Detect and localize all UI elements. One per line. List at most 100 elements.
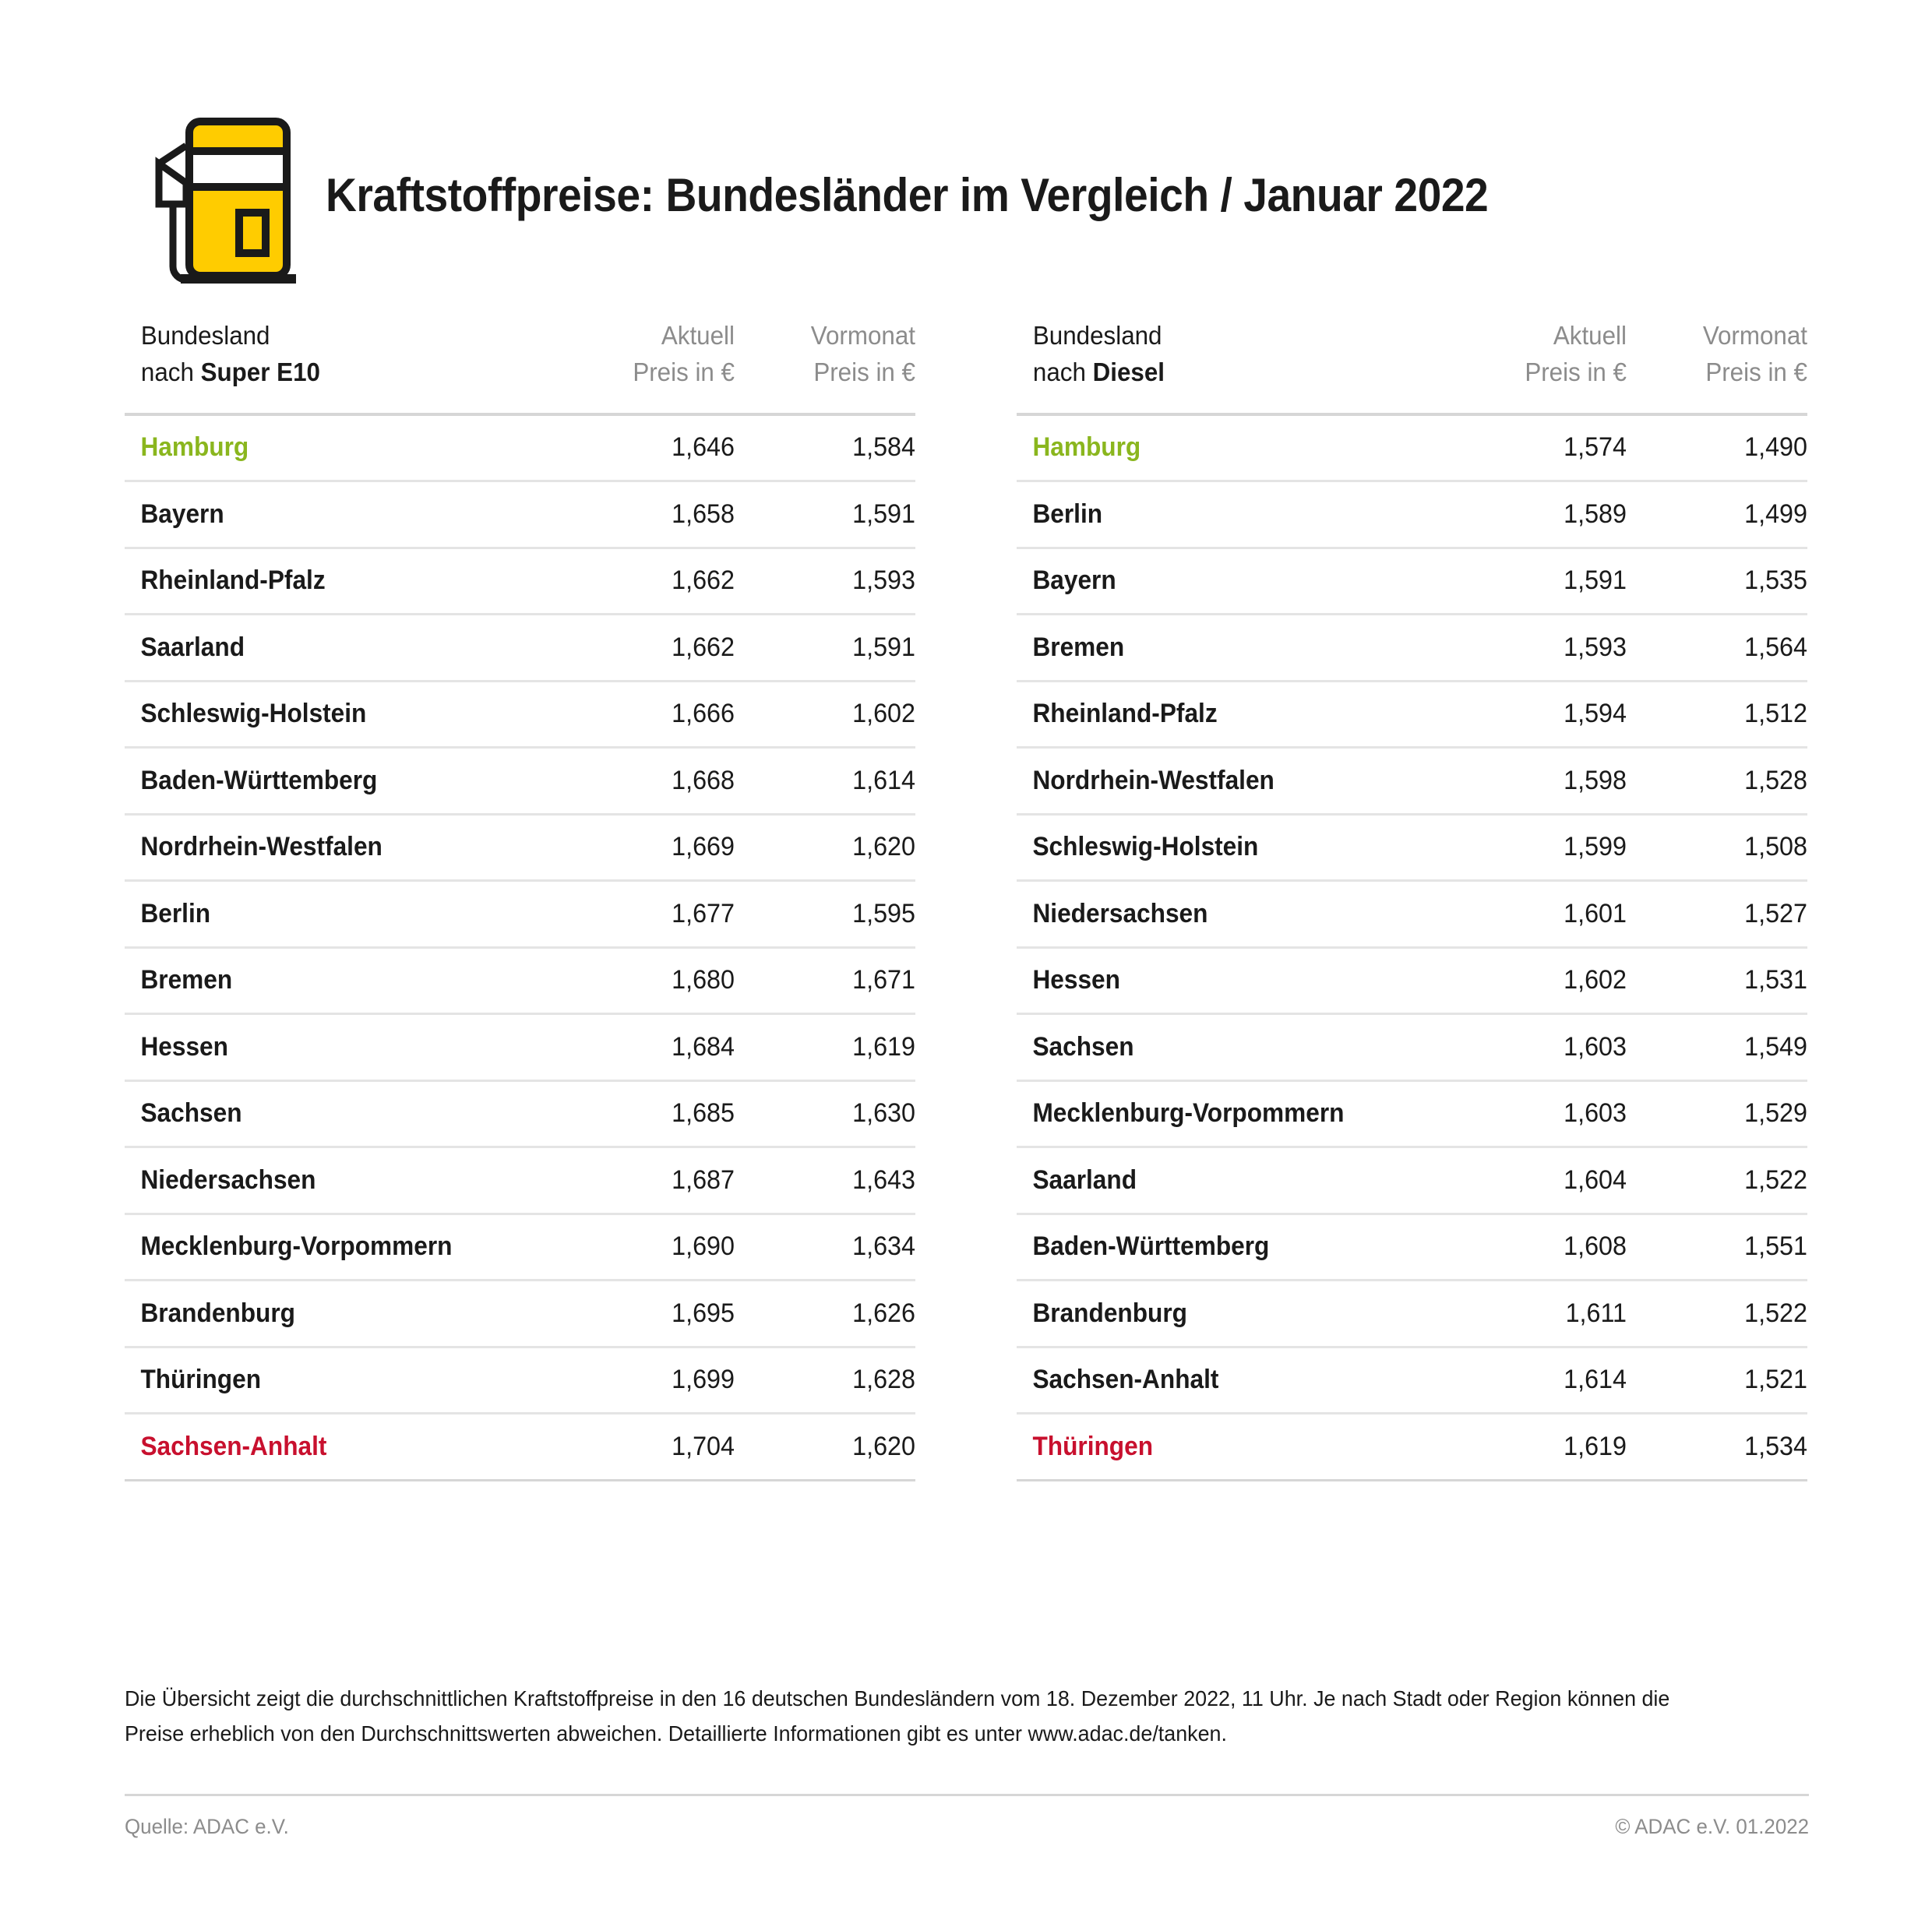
table-row: Bayern 1,591 1,535 <box>1017 549 1807 616</box>
cell-vormonat: 1,626 <box>852 1298 915 1328</box>
column-header-vormonat-line1: Vormonat <box>810 321 915 350</box>
cell-aktuell: 1,601 <box>1564 898 1627 928</box>
table-row: Hamburg 1,574 1,490 <box>1017 416 1807 483</box>
cell-vormonat: 1,528 <box>1744 765 1807 795</box>
table-row: Nordrhein-Westfalen 1,598 1,528 <box>1017 749 1807 816</box>
cell-vormonat: 1,521 <box>1744 1365 1807 1395</box>
cell-aktuell: 1,687 <box>672 1164 735 1195</box>
table-body-diesel: Hamburg 1,574 1,490 Berlin 1,589 1,499 Bayer… <box>1017 416 1807 1481</box>
cell-vormonat: 1,634 <box>852 1231 915 1262</box>
cell-aktuell: 1,574 <box>1564 432 1627 463</box>
column-header-vormonat: Vormonat Preis in € <box>1636 318 1807 391</box>
cell-bundesland: Niedersachsen <box>1032 898 1208 928</box>
cell-vormonat: 1,620 <box>852 832 915 862</box>
cell-bundesland: Baden-Württemberg <box>140 765 378 795</box>
cell-aktuell: 1,603 <box>1564 1031 1627 1062</box>
table-row: Bayern 1,658 1,591 <box>125 482 915 549</box>
cell-aktuell: 1,677 <box>672 898 735 928</box>
footer-divider <box>125 1794 1809 1796</box>
cell-aktuell: 1,685 <box>672 1098 735 1129</box>
table-row: Niedersachsen 1,687 1,643 <box>125 1148 915 1215</box>
column-header-line2: nach Diesel <box>1033 354 1426 391</box>
cell-vormonat: 1,593 <box>852 565 915 596</box>
cell-vormonat: 1,522 <box>1744 1298 1807 1328</box>
table-row: Berlin 1,589 1,499 <box>1017 482 1807 549</box>
cell-vormonat: 1,619 <box>852 1031 915 1062</box>
column-header-line1: Bundesland <box>1032 321 1162 350</box>
cell-vormonat: 1,490 <box>1744 432 1807 463</box>
cell-aktuell: 1,699 <box>672 1365 735 1395</box>
column-header-line1: Bundesland <box>140 321 270 350</box>
table-header-diesel: Bundesland nach Diesel Aktuell Preis in … <box>1017 318 1807 416</box>
cell-bundesland: Bremen <box>140 965 233 995</box>
cell-vormonat: 1,508 <box>1744 832 1807 862</box>
table-super-e10: Bundesland nach Super E10 Aktuell Preis … <box>125 318 915 1481</box>
cell-bundesland: Hessen <box>140 1031 228 1062</box>
column-header-aktuell-line1: Aktuell <box>1553 321 1627 350</box>
sort-fuel-type: Diesel <box>1092 357 1165 386</box>
cell-bundesland: Baden-Württemberg <box>1032 1231 1270 1262</box>
table-row: Bremen 1,593 1,564 <box>1017 615 1807 682</box>
cell-bundesland: Sachsen-Anhalt <box>1032 1365 1219 1395</box>
cell-aktuell: 1,684 <box>672 1031 735 1062</box>
column-header-aktuell-line2: Preis in € <box>1525 357 1627 386</box>
cell-aktuell: 1,669 <box>672 832 735 862</box>
cell-bundesland: Sachsen <box>140 1098 242 1129</box>
table-row: Sachsen 1,603 1,549 <box>1017 1015 1807 1082</box>
fuel-pump-icon <box>125 101 304 288</box>
column-header-vormonat-line2: Preis in € <box>813 357 915 386</box>
cell-bundesland: Brandenburg <box>140 1298 295 1328</box>
table-row: Rheinland-Pfalz 1,594 1,512 <box>1017 682 1807 749</box>
cell-aktuell: 1,666 <box>672 699 735 729</box>
cell-bundesland: Rheinland-Pfalz <box>1032 699 1218 729</box>
column-header-aktuell: Aktuell Preis in € <box>1457 318 1627 391</box>
note-line-1: Die Übersicht zeigt die durchschnittlich… <box>125 1686 1670 1710</box>
cell-aktuell: 1,603 <box>1564 1098 1627 1129</box>
cell-bundesland: Sachsen-Anhalt <box>140 1431 327 1461</box>
cell-aktuell: 1,589 <box>1564 498 1627 529</box>
cell-vormonat: 1,499 <box>1744 498 1807 529</box>
table-row: Hamburg 1,646 1,584 <box>125 416 915 483</box>
cell-aktuell: 1,614 <box>1564 1365 1627 1395</box>
table-row: Hessen 1,602 1,531 <box>1017 949 1807 1016</box>
table-row: Mecklenburg-Vorpommern 1,603 1,529 <box>1017 1082 1807 1149</box>
cell-bundesland: Hessen <box>1032 965 1120 995</box>
cell-bundesland: Nordrhein-Westfalen <box>1032 765 1274 795</box>
page-title: Kraftstoffpreise: Bundesländer im Vergle… <box>326 168 1489 221</box>
cell-vormonat: 1,564 <box>1744 632 1807 662</box>
cell-vormonat: 1,595 <box>852 898 915 928</box>
sort-prefix: nach <box>140 357 201 386</box>
cell-aktuell: 1,695 <box>672 1298 735 1328</box>
column-header-line2: nach Super E10 <box>141 354 534 391</box>
table-header-super-e10: Bundesland nach Super E10 Aktuell Preis … <box>125 318 915 416</box>
table-row: Rheinland-Pfalz 1,662 1,593 <box>125 549 915 616</box>
cell-bundesland: Bayern <box>140 498 224 529</box>
table-row: Baden-Württemberg 1,668 1,614 <box>125 749 915 816</box>
cell-aktuell: 1,611 <box>1565 1298 1627 1328</box>
table-row: Nordrhein-Westfalen 1,669 1,620 <box>125 816 915 882</box>
cell-vormonat: 1,591 <box>852 498 915 529</box>
copyright-label: © ADAC e.V. 01.2022 <box>1615 1815 1809 1838</box>
cell-vormonat: 1,549 <box>1744 1031 1807 1062</box>
cell-vormonat: 1,551 <box>1744 1231 1807 1262</box>
cell-aktuell: 1,591 <box>1564 565 1627 596</box>
cell-bundesland: Rheinland-Pfalz <box>140 565 326 596</box>
table-row: Schleswig-Holstein 1,599 1,508 <box>1017 816 1807 882</box>
tables-container: Bundesland nach Super E10 Aktuell Preis … <box>125 318 1807 1481</box>
cell-vormonat: 1,584 <box>852 432 915 463</box>
cell-aktuell: 1,593 <box>1564 632 1627 662</box>
table-row: Sachsen-Anhalt 1,614 1,521 <box>1017 1348 1807 1415</box>
cell-bundesland: Brandenburg <box>1032 1298 1187 1328</box>
cell-vormonat: 1,534 <box>1744 1431 1807 1461</box>
table-row: Brandenburg 1,695 1,626 <box>125 1281 915 1348</box>
column-header-aktuell: Aktuell Preis in € <box>565 318 735 391</box>
cell-bundesland: Mecklenburg-Vorpommern <box>140 1231 453 1262</box>
cell-vormonat: 1,671 <box>852 965 915 995</box>
cell-bundesland: Schleswig-Holstein <box>140 699 367 729</box>
cell-bundesland: Mecklenburg-Vorpommern <box>1032 1098 1345 1129</box>
column-header-aktuell-line2: Preis in € <box>633 357 735 386</box>
cell-bundesland: Hamburg <box>1032 432 1141 463</box>
table-row: Niedersachsen 1,601 1,527 <box>1017 882 1807 949</box>
table-row: Schleswig-Holstein 1,666 1,602 <box>125 682 915 749</box>
cell-aktuell: 1,690 <box>672 1231 735 1262</box>
